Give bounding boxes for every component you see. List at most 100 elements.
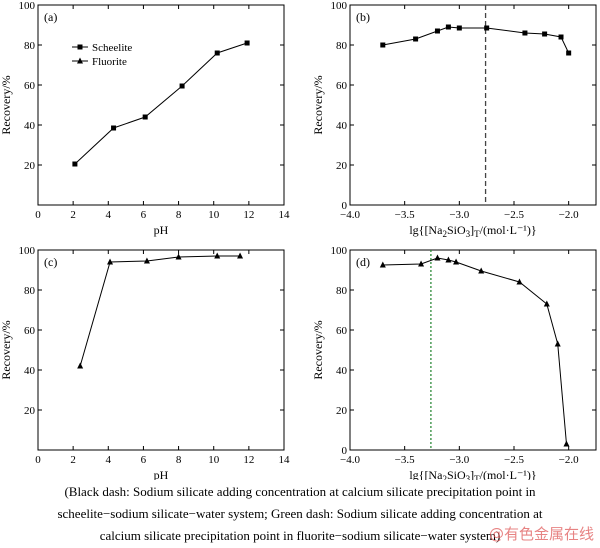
x-axis-label: lg{[Na2SiO3]T/(mol·L⁻¹)} [409,223,536,239]
x-tick-label: −3.0 [449,454,469,466]
x-tick-label: 8 [176,454,182,466]
y-tick-label: 0 [342,445,348,457]
x-tick-label: 0 [35,209,41,221]
x-tick-label: −3.5 [395,209,415,221]
data-point [237,252,244,259]
series-line [74,42,248,165]
series-line [382,257,567,445]
y-tick-label: 80 [336,285,348,297]
data-point [379,261,386,268]
legend-label: Fluorite [92,56,127,68]
y-tick-label: 80 [24,285,36,297]
y-tick-label: 40 [336,365,348,377]
data-point [179,83,185,89]
figure-caption: (Black dash: Sodium silicate adding conc… [0,481,600,547]
data-point [522,30,528,36]
x-tick-label: 14 [279,454,291,466]
data-point [175,253,182,260]
x-tick-label: 4 [106,209,112,221]
y-tick-label: 0 [342,200,348,212]
chart-panel-c: 0 2 4 6 8 10 12 14 20 40 60 80 100 (c) pH Recovery/% [0,245,290,480]
x-tick-label: −2.5 [504,454,524,466]
y-tick-label: 60 [336,325,348,337]
series-line [382,26,570,54]
chart-panel-d: −4.0 −3.5 −3.0 −2.5 −2.0 0 20 40 60 80 100 (d) lg{[N… [311,245,597,480]
data-point [484,25,490,31]
x-tick-label: −4.0 [340,454,360,466]
y-tick-label: 20 [24,160,36,172]
caption-line-3: calcium silicate precipitation point in … [99,528,501,543]
x-tick-label: 6 [141,209,147,221]
y-tick-label: 20 [24,405,36,417]
y-tick-label: 100 [19,0,36,12]
caption-line-1: (Black dash: Sodium silicate adding conc… [64,484,536,499]
panel-label: (d) [356,255,370,269]
data-point [456,25,462,31]
x-tick-label: −2.0 [559,454,579,466]
data-point [244,40,250,46]
data-point [418,260,425,267]
x-axis-label: lg{[Na2SiO3]T/(mol·L⁻¹)} [409,468,536,480]
y-tick-label: 60 [336,80,348,92]
data-point [380,42,386,48]
data-point [445,256,452,263]
data-point [77,362,84,369]
chart-panel-b: −4.0 −3.5 −3.0 −2.5 −2.0 0 20 40 60 80 100 (b) lg{[N… [311,0,597,239]
watermark: @有色金属在线 [488,525,594,543]
x-tick-label: −2.5 [504,209,524,221]
data-point [542,31,548,37]
y-tick-label: 40 [336,120,348,132]
x-tick-label: −3.0 [449,209,469,221]
y-tick-label: 60 [24,80,36,92]
y-tick-label: 100 [19,245,36,257]
y-tick-label: 100 [331,245,348,257]
data-point [143,257,150,264]
x-tick-label: 8 [176,209,182,221]
chart-panel-a: 0 2 4 6 8 10 12 14 20 40 60 80 100 (a) pH Recovery/% Sch… [0,0,290,237]
y-tick-label: 80 [336,40,348,52]
x-tick-label: 6 [141,454,147,466]
x-axis-label: pH [154,223,169,237]
legend-label: Scheelite [92,42,132,54]
plot-frame [349,4,597,206]
panel-label: (b) [356,10,370,24]
data-point [445,24,451,30]
y-axis-label: Recovery/% [0,320,13,379]
y-tick-label: 20 [336,160,348,172]
data-point [543,300,550,307]
y-tick-label: 100 [331,0,348,12]
data-point [558,34,564,40]
y-axis-label: Recovery/% [311,75,325,134]
caption-line-2: scheelite−sodium silicate−water system; … [57,506,543,521]
x-tick-label: 14 [279,209,291,221]
x-tick-label: 2 [70,209,76,221]
y-axis-label: Recovery/% [311,320,325,379]
x-tick-label: 10 [208,209,220,221]
data-point [563,440,570,447]
series-line [79,255,241,367]
panel-label: (c) [44,255,57,269]
data-point [566,50,572,56]
data-point [111,125,117,131]
y-tick-label: 40 [24,365,36,377]
data-point [107,258,114,265]
y-tick-label: 40 [24,120,36,132]
legend-marker [77,57,83,64]
x-tick-label: −3.5 [395,454,415,466]
legend-marker [77,44,83,50]
x-tick-label: 4 [106,454,112,466]
y-axis-label: Recovery/% [0,75,13,134]
figure-charts: 0 2 4 6 8 10 12 1420406080100(a)pHRecovery/%Sch… [0,0,597,480]
data-point [72,161,78,167]
data-point [413,36,419,42]
x-tick-label: 10 [208,454,220,466]
x-tick-label: 12 [243,454,254,466]
y-tick-label: 80 [24,40,36,52]
data-point [516,278,523,285]
x-axis-label: pH [154,468,169,480]
x-tick-label: −4.0 [340,209,360,221]
data-point [453,258,460,265]
data-point [142,114,148,120]
data-point [554,340,561,347]
x-tick-label: 12 [243,209,254,221]
